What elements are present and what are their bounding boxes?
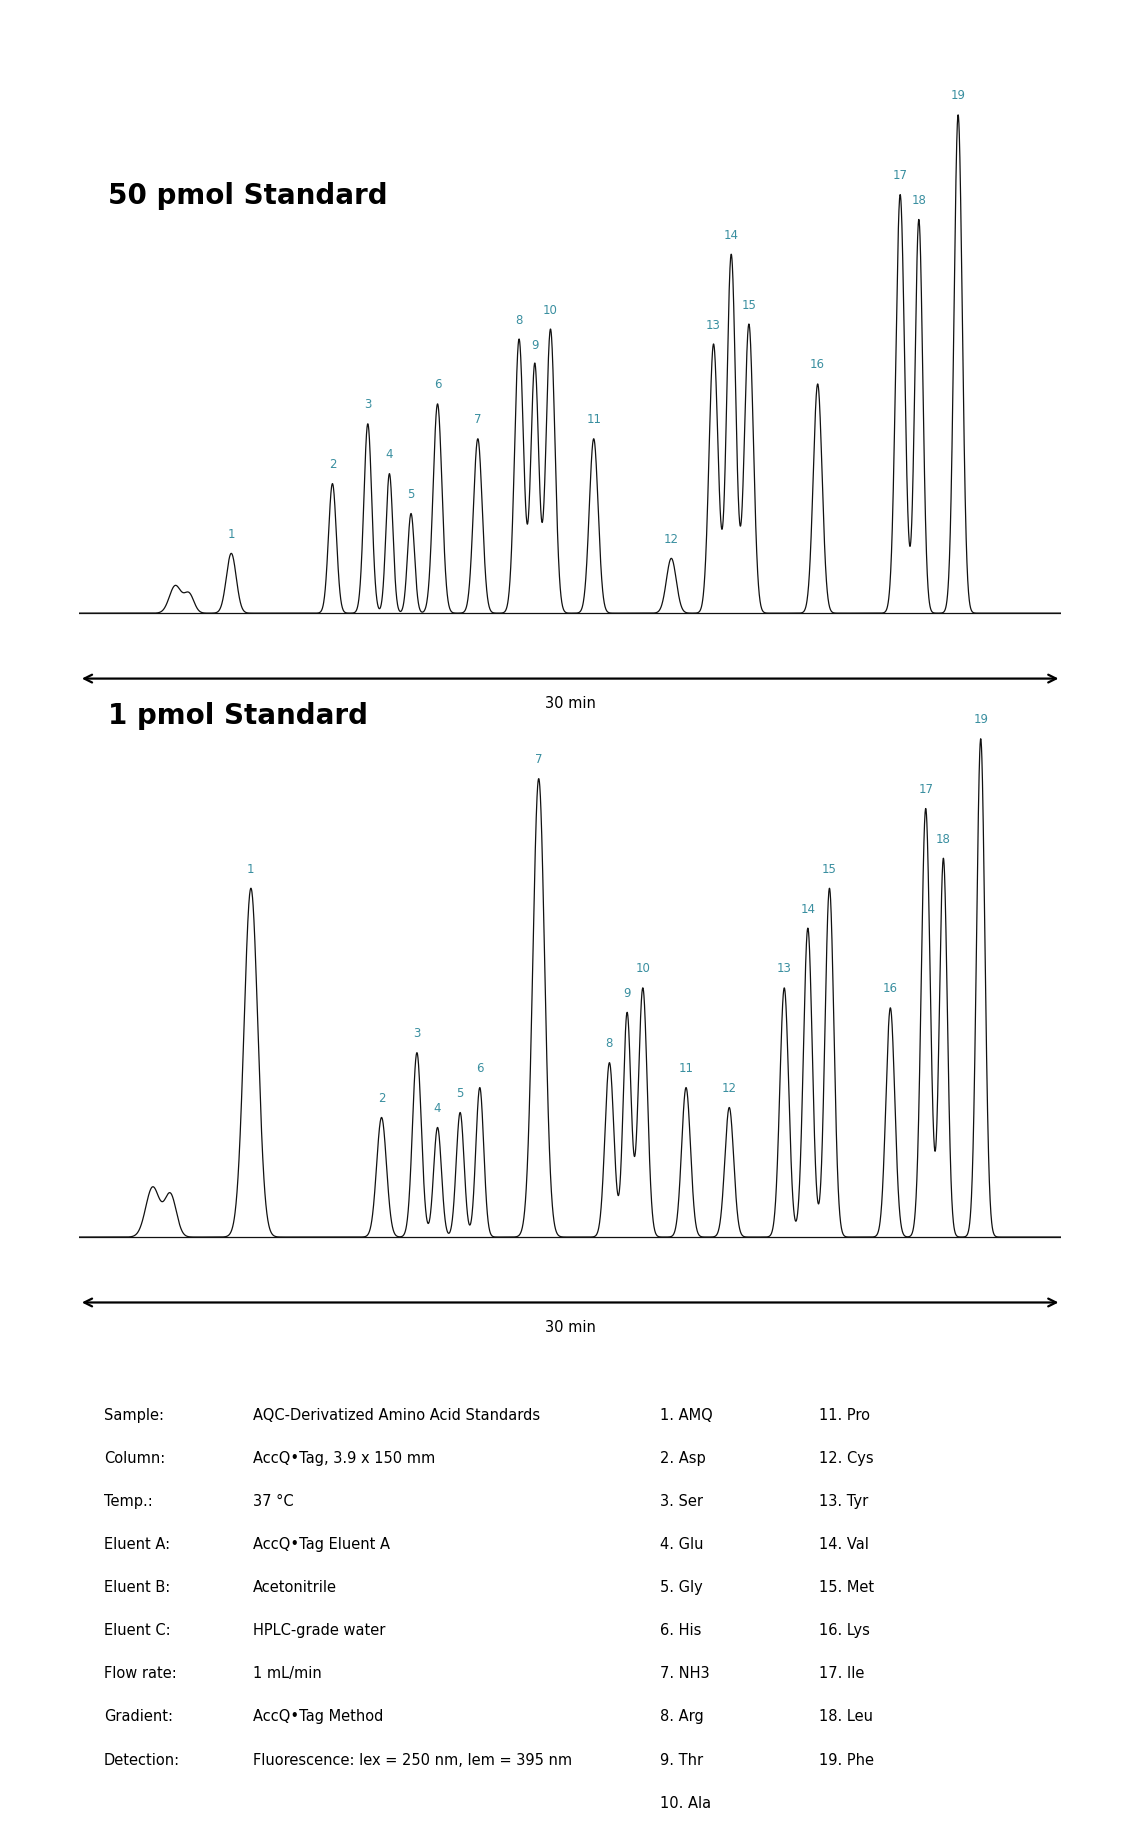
Text: 8. Arg: 8. Arg	[660, 1710, 704, 1725]
Text: 30 min: 30 min	[544, 1319, 596, 1334]
Text: 11: 11	[679, 1062, 693, 1075]
Text: 15. Met: 15. Met	[820, 1580, 874, 1595]
Text: 13: 13	[777, 962, 791, 976]
Text: 14. Val: 14. Val	[820, 1538, 869, 1552]
Text: 1 mL/min: 1 mL/min	[253, 1666, 322, 1681]
Text: 6: 6	[476, 1062, 483, 1075]
Text: 7: 7	[474, 413, 482, 426]
Text: 18. Leu: 18. Leu	[820, 1710, 873, 1725]
Text: 7. NH3: 7. NH3	[660, 1666, 710, 1681]
Text: Gradient:: Gradient:	[104, 1710, 173, 1725]
Text: 16: 16	[811, 358, 825, 371]
Text: 1: 1	[247, 862, 255, 875]
Text: 3: 3	[413, 1028, 421, 1040]
Text: Eluent B:: Eluent B:	[104, 1580, 170, 1595]
Text: 10: 10	[543, 303, 558, 317]
Text: 9: 9	[531, 338, 539, 352]
Text: 12: 12	[721, 1083, 737, 1095]
Text: 30 min: 30 min	[544, 695, 596, 710]
Text: 2: 2	[329, 459, 336, 472]
Text: 2: 2	[378, 1092, 385, 1105]
Text: 1 pmol Standard: 1 pmol Standard	[108, 703, 368, 730]
Text: 4: 4	[386, 448, 393, 461]
Text: Flow rate:: Flow rate:	[104, 1666, 176, 1681]
Text: 5: 5	[456, 1086, 464, 1099]
Text: 4. Glu: 4. Glu	[660, 1538, 703, 1552]
Text: 10. Ala: 10. Ala	[660, 1796, 711, 1811]
Text: 7: 7	[535, 752, 542, 767]
Text: 17: 17	[893, 169, 908, 182]
Text: HPLC-grade water: HPLC-grade water	[253, 1624, 385, 1639]
Text: 4: 4	[434, 1103, 441, 1116]
Text: 8: 8	[515, 314, 523, 327]
Text: 12. Cys: 12. Cys	[820, 1451, 874, 1466]
Text: 17: 17	[918, 784, 934, 796]
Text: Eluent A:: Eluent A:	[104, 1538, 170, 1552]
Text: 3. Ser: 3. Ser	[660, 1494, 703, 1508]
Text: 9. Thr: 9. Thr	[660, 1752, 703, 1767]
Text: 6: 6	[434, 378, 441, 391]
Text: 9: 9	[623, 987, 631, 1000]
Text: 17. Ile: 17. Ile	[820, 1666, 865, 1681]
Text: AQC-Derivatized Amino Acid Standards: AQC-Derivatized Amino Acid Standards	[253, 1407, 540, 1422]
Text: 15: 15	[822, 862, 837, 875]
Text: 3: 3	[365, 398, 371, 411]
Text: 11. Pro: 11. Pro	[820, 1407, 870, 1422]
Text: 13: 13	[706, 319, 721, 332]
Text: Fluorescence: lex = 250 nm, lem = 395 nm: Fluorescence: lex = 250 nm, lem = 395 nm	[253, 1752, 572, 1767]
Text: Acetonitrile: Acetonitrile	[253, 1580, 336, 1595]
Text: 18: 18	[911, 195, 926, 207]
Text: Sample:: Sample:	[104, 1407, 164, 1422]
Text: 5: 5	[408, 488, 414, 501]
Text: 2. Asp: 2. Asp	[660, 1451, 706, 1466]
Text: 5. Gly: 5. Gly	[660, 1580, 703, 1595]
Text: 8: 8	[606, 1037, 613, 1050]
Text: 13. Tyr: 13. Tyr	[820, 1494, 868, 1508]
Text: 37 °C: 37 °C	[253, 1494, 294, 1508]
Text: AccQ•Tag Eluent A: AccQ•Tag Eluent A	[253, 1538, 390, 1552]
Text: Column:: Column:	[104, 1451, 165, 1466]
Text: 19: 19	[973, 714, 988, 727]
Text: 10: 10	[636, 962, 650, 976]
Text: 15: 15	[742, 299, 756, 312]
Text: 14: 14	[724, 229, 738, 242]
Text: 14: 14	[800, 903, 815, 916]
Text: 1: 1	[228, 528, 235, 541]
Text: 16. Lys: 16. Lys	[820, 1624, 870, 1639]
Text: 6. His: 6. His	[660, 1624, 701, 1639]
Text: AccQ•Tag, 3.9 x 150 mm: AccQ•Tag, 3.9 x 150 mm	[253, 1451, 435, 1466]
Text: 19: 19	[951, 90, 965, 103]
Text: 1. AMQ: 1. AMQ	[660, 1407, 714, 1422]
Text: 12: 12	[664, 532, 679, 545]
Text: AccQ•Tag Method: AccQ•Tag Method	[253, 1710, 383, 1725]
Text: 50 pmol Standard: 50 pmol Standard	[108, 182, 388, 211]
Text: 11: 11	[586, 413, 602, 426]
Text: 18: 18	[936, 833, 951, 846]
Text: Temp.:: Temp.:	[104, 1494, 152, 1508]
Text: Eluent C:: Eluent C:	[104, 1624, 170, 1639]
Text: 19. Phe: 19. Phe	[820, 1752, 874, 1767]
Text: 16: 16	[883, 982, 898, 995]
Text: Detection:: Detection:	[104, 1752, 180, 1767]
